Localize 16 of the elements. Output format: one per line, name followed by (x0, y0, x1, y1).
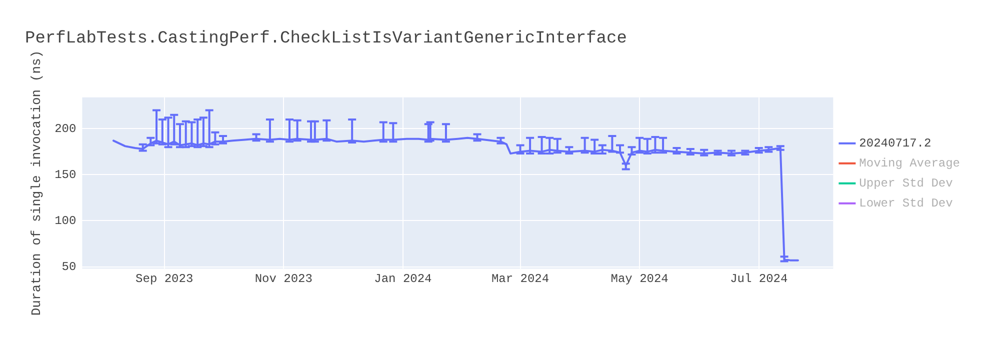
x-tick-label: May 2024 (610, 272, 668, 286)
legend-label: Moving Average (859, 156, 960, 171)
x-tick-label: Jul 2024 (730, 272, 788, 286)
x-tick-label: Jan 2024 (374, 272, 432, 286)
y-tick-label: 200 (54, 122, 76, 136)
x-tick-label: Nov 2023 (254, 272, 312, 286)
y-tick-label: 50 (62, 260, 76, 274)
legend-label: Lower Std Dev (859, 196, 953, 211)
legend-label: Upper Std Dev (859, 176, 953, 191)
chart-title: PerfLabTests.CastingPerf.CheckListIsVariantGenericInterface (25, 30, 627, 49)
x-tick-label: Mar 2024 (491, 272, 550, 286)
y-tick-label: 100 (54, 214, 76, 228)
legend-label: 20240717.2 (859, 136, 932, 151)
y-axis-title: Duration of single invocation (ns) (29, 50, 44, 316)
x-tick-label: Sep 2023 (136, 272, 194, 286)
y-tick-label: 150 (54, 168, 76, 182)
